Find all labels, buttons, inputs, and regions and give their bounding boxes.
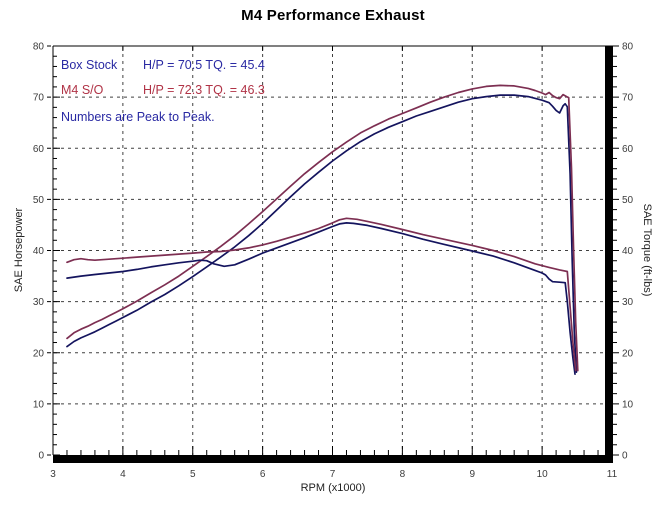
legend-row-box-stock: Box Stock H/P = 70.5 TQ. = 45.4 [61,53,265,78]
svg-text:11: 11 [607,469,618,480]
svg-text:10: 10 [537,469,549,480]
chart-title: M4 Performance Exhaust [241,7,425,24]
gridlines [54,47,605,455]
svg-text:20: 20 [33,348,45,359]
legend-series-name: M4 S/O [61,83,104,97]
curve-box-stock-horsepower [66,94,578,374]
svg-text:0: 0 [622,451,628,462]
svg-text:40: 40 [33,246,45,257]
svg-text:0: 0 [38,451,44,462]
legend-series-name: Box Stock [61,58,118,72]
svg-text:60: 60 [33,144,45,155]
svg-text:50: 50 [33,195,45,206]
svg-text:80: 80 [33,42,45,53]
svg-text:30: 30 [33,297,45,308]
svg-text:80: 80 [622,42,634,53]
axis-ticks: 0 0 10 10 20 20 30 30 40 40 50 50 60 60 70 70 80 80 3 4 5 6 7 8… [33,42,634,481]
svg-text:8: 8 [400,469,406,480]
svg-text:4: 4 [120,469,126,480]
svg-text:7: 7 [330,469,336,480]
svg-text:10: 10 [33,399,45,410]
svg-text:70: 70 [33,93,45,104]
svg-text:40: 40 [622,246,634,257]
x-axis-title: RPM (x1000) [300,482,366,494]
legend: Box Stock H/P = 70.5 TQ. = 45.4 M4 S/O H… [61,53,265,130]
curve-box-stock-torque [66,222,576,376]
y-left-axis-title: SAE Horsepower [13,207,25,293]
svg-text:50: 50 [622,195,634,206]
svg-text:30: 30 [622,297,634,308]
curve-m4-s-o-horsepower [66,84,579,372]
svg-text:70: 70 [622,93,634,104]
legend-series-values: H/P = 72.3 TQ. = 46.3 [143,83,265,97]
svg-text:3: 3 [50,469,56,480]
svg-text:9: 9 [469,469,475,480]
legend-series-values: H/P = 70.5 TQ. = 45.4 [143,58,265,72]
svg-text:60: 60 [622,144,634,155]
svg-text:6: 6 [260,469,266,480]
svg-text:5: 5 [190,469,196,480]
svg-text:20: 20 [622,348,634,359]
legend-note: Numbers are Peak to Peak. [61,110,215,124]
y-right-axis-title: SAE Torque (ft-lbs) [641,203,653,297]
legend-row-m4-so: M4 S/O H/P = 72.3 TQ. = 46.3 [61,78,265,103]
dyno-curves [66,84,579,376]
curve-m4-s-o-torque [66,217,577,372]
svg-text:10: 10 [622,399,634,410]
